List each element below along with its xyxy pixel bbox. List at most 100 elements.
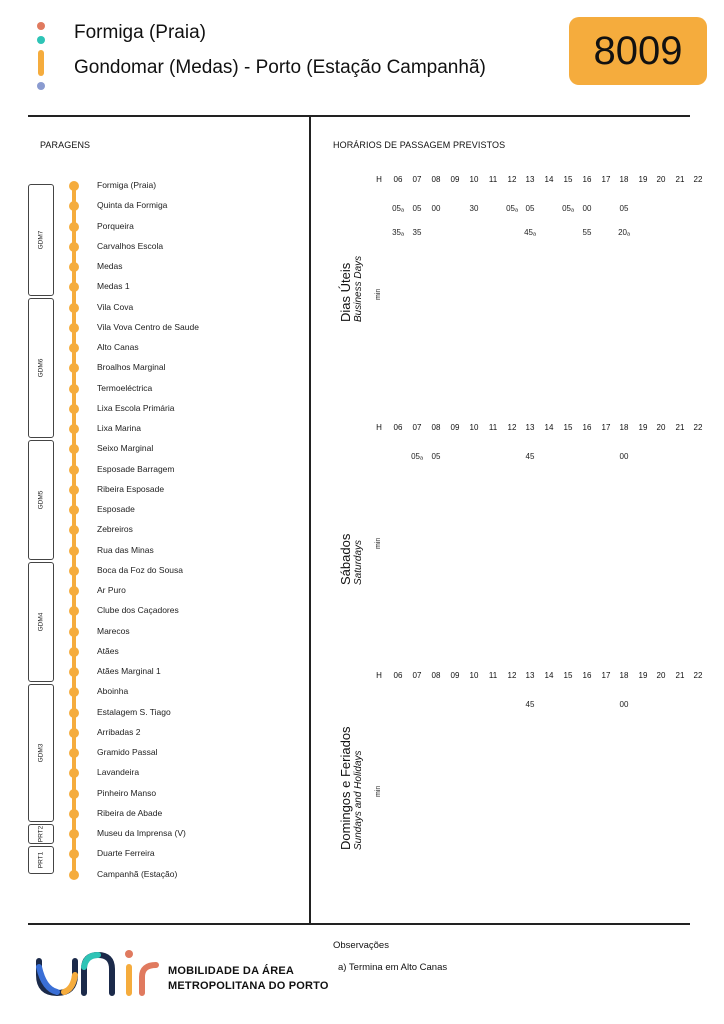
- zone-label: GDM3: [37, 743, 45, 763]
- hour-label: H: [376, 671, 382, 680]
- hour-label: 17: [601, 671, 611, 680]
- zone-label: GDM6: [37, 358, 45, 378]
- stop-marker: [69, 707, 79, 718]
- stop-marker: [69, 829, 79, 839]
- hour-label: 20: [656, 423, 666, 432]
- departure-minute: 00: [431, 204, 441, 213]
- hour-label: 18: [619, 175, 629, 184]
- stop-name: Atães Marginal 1: [97, 666, 161, 676]
- departure-minute: 30: [469, 204, 479, 213]
- stop-marker: [69, 444, 79, 455]
- day-type-pt: Sábados: [338, 533, 353, 585]
- hour-label: 12: [507, 671, 517, 680]
- zone-box: GDM4: [28, 562, 54, 682]
- departure-minute: 05ₐ: [506, 204, 518, 213]
- indicator-dot-red: [37, 22, 45, 30]
- footer-divider: [28, 923, 690, 925]
- timetable: H 06 07 08 09 10 11 12 13 14 15 16 17 18 19 20 21 22 05ₐ 05…: [0, 0, 724, 850]
- minutes-axis-label: min: [375, 288, 382, 300]
- stop-marker: [69, 322, 79, 333]
- departure-minute: 05: [412, 204, 422, 213]
- stop-marker: [69, 849, 79, 860]
- stop-name: Zebreiros: [97, 524, 133, 535]
- hour-label: 18: [619, 423, 629, 432]
- stop-marker: [69, 869, 79, 880]
- stop-name: Gramido Passal: [97, 747, 158, 757]
- stop-name: Vila Vova Centro de Saude: [97, 321, 199, 332]
- stop-marker: [69, 646, 79, 657]
- day-type-en: Business Days: [353, 255, 364, 322]
- stop-name: Campanhã (Estação): [97, 868, 178, 879]
- hour-label: 21: [675, 423, 685, 432]
- header-divider: [28, 115, 690, 117]
- stop-name: Atães: [97, 645, 119, 656]
- stop-marker: [69, 484, 79, 495]
- observations-title: Observações: [333, 940, 389, 951]
- hour-label: 07: [412, 423, 422, 432]
- departure-minute: 00: [619, 452, 629, 461]
- stop-name: Porqueira: [97, 220, 134, 231]
- stop-marker: [69, 626, 79, 637]
- stop-marker: [69, 241, 79, 252]
- column-divider: [309, 115, 311, 923]
- hour-label: 12: [507, 423, 517, 432]
- hour-label: 13: [525, 175, 535, 184]
- stop-name: Esposade: [97, 504, 135, 514]
- logo-text-line2: METROPOLITANA DO PORTO: [168, 980, 329, 992]
- hour-label: 21: [675, 175, 685, 184]
- stop-name: Rua das Minas: [97, 544, 154, 555]
- zone-box: GDM6: [28, 298, 54, 438]
- hour-label: 10: [469, 423, 479, 432]
- hour-label: 21: [675, 671, 685, 680]
- stop-name: Aboinha: [97, 686, 129, 697]
- stop-marker: [69, 748, 79, 758]
- stop-name: Estalagem S. Tiago: [97, 706, 171, 717]
- hour-label: 09: [450, 671, 460, 680]
- hour-label: 22: [693, 671, 703, 680]
- zone-box: GDM7: [28, 184, 54, 296]
- stop-name: Museu da Imprensa (V): [97, 828, 186, 838]
- stop-marker: [69, 667, 79, 677]
- stop-marker: [69, 262, 79, 272]
- departure-minute: 45: [525, 700, 535, 709]
- hour-label: 12: [507, 175, 517, 184]
- minutes-axis-label: min: [375, 785, 382, 797]
- departure-minute: 05: [525, 204, 535, 213]
- timetable-section-title: HORÁRIOS DE PASSAGEM PREVISTOS: [333, 140, 506, 150]
- stops-list: Formiga (Praia) Quinta da Formiga Porqueir…: [0, 0, 310, 880]
- zone-label: GDM4: [37, 612, 45, 632]
- hour-label: 11: [488, 175, 498, 184]
- zone-label: PRT1: [37, 851, 45, 869]
- unir-logo: [36, 945, 166, 1000]
- day-type-pt: Domingos e Feriados: [338, 726, 353, 850]
- hour-label: 20: [656, 671, 666, 680]
- hour-label: 14: [544, 423, 554, 432]
- hour-label: 17: [601, 175, 611, 184]
- hour-label: 13: [525, 423, 535, 432]
- stop-marker: [69, 403, 79, 414]
- stop-marker: [69, 201, 79, 212]
- route-origin-title: Formiga (Praia): [74, 22, 206, 43]
- stop-name: Duarte Ferreira: [97, 848, 155, 859]
- stop-name: Pinheiro Manso: [97, 787, 157, 798]
- stop-name: Esposade Barragem: [97, 463, 175, 474]
- stop-name: Broalhos Marginal: [97, 362, 166, 373]
- day-type-en: Sundays and Holidays: [353, 750, 364, 850]
- hour-label: 11: [488, 423, 498, 432]
- stop-marker: [69, 565, 79, 576]
- hour-label: 07: [412, 175, 422, 184]
- hour-label: 10: [469, 671, 479, 680]
- hour-label: 08: [431, 423, 441, 432]
- hour-label: 08: [431, 671, 441, 680]
- stop-name: Lixa Escola Primária: [97, 402, 175, 413]
- hour-label: 06: [393, 671, 403, 680]
- day-type-en: Saturdays: [353, 539, 364, 585]
- stop-marker: [69, 343, 79, 353]
- route-number-badge: 8009: [569, 17, 707, 85]
- stop-name: Lixa Marina: [97, 423, 141, 433]
- stop-name: Marecos: [97, 625, 130, 636]
- stop-marker: [69, 687, 79, 698]
- departure-minute: 05ₐ: [562, 204, 574, 213]
- departure-minute: 05ₐ: [411, 452, 423, 461]
- departure-minute: 55: [582, 228, 592, 237]
